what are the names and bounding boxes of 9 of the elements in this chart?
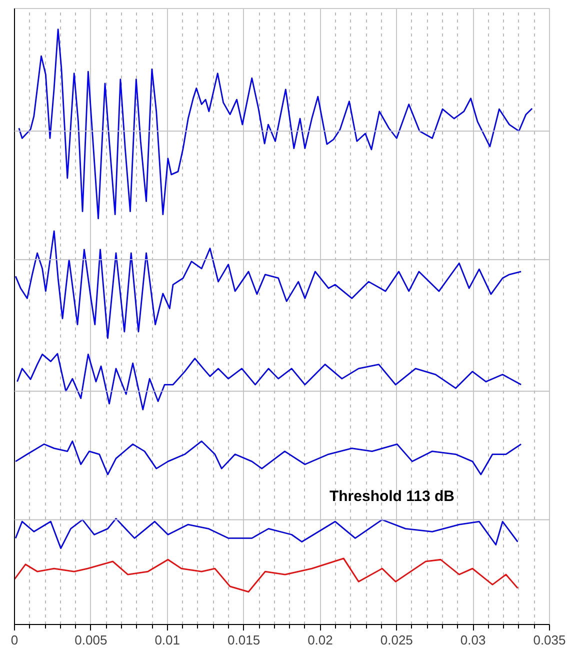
x-tick-label: 0.03 xyxy=(460,632,486,648)
x-tick-label: 0 xyxy=(10,632,18,648)
x-tick-label: 0.005 xyxy=(74,632,108,648)
x-tick-label: 0.015 xyxy=(228,632,260,648)
x-tick-label: 0.02 xyxy=(308,632,333,648)
x-tick-label: 0.035 xyxy=(533,632,566,648)
x-tick-label: 0.025 xyxy=(380,632,413,648)
annotation: Threshold 113 dB xyxy=(329,488,455,505)
x-tick-label: 0.01 xyxy=(154,632,180,648)
